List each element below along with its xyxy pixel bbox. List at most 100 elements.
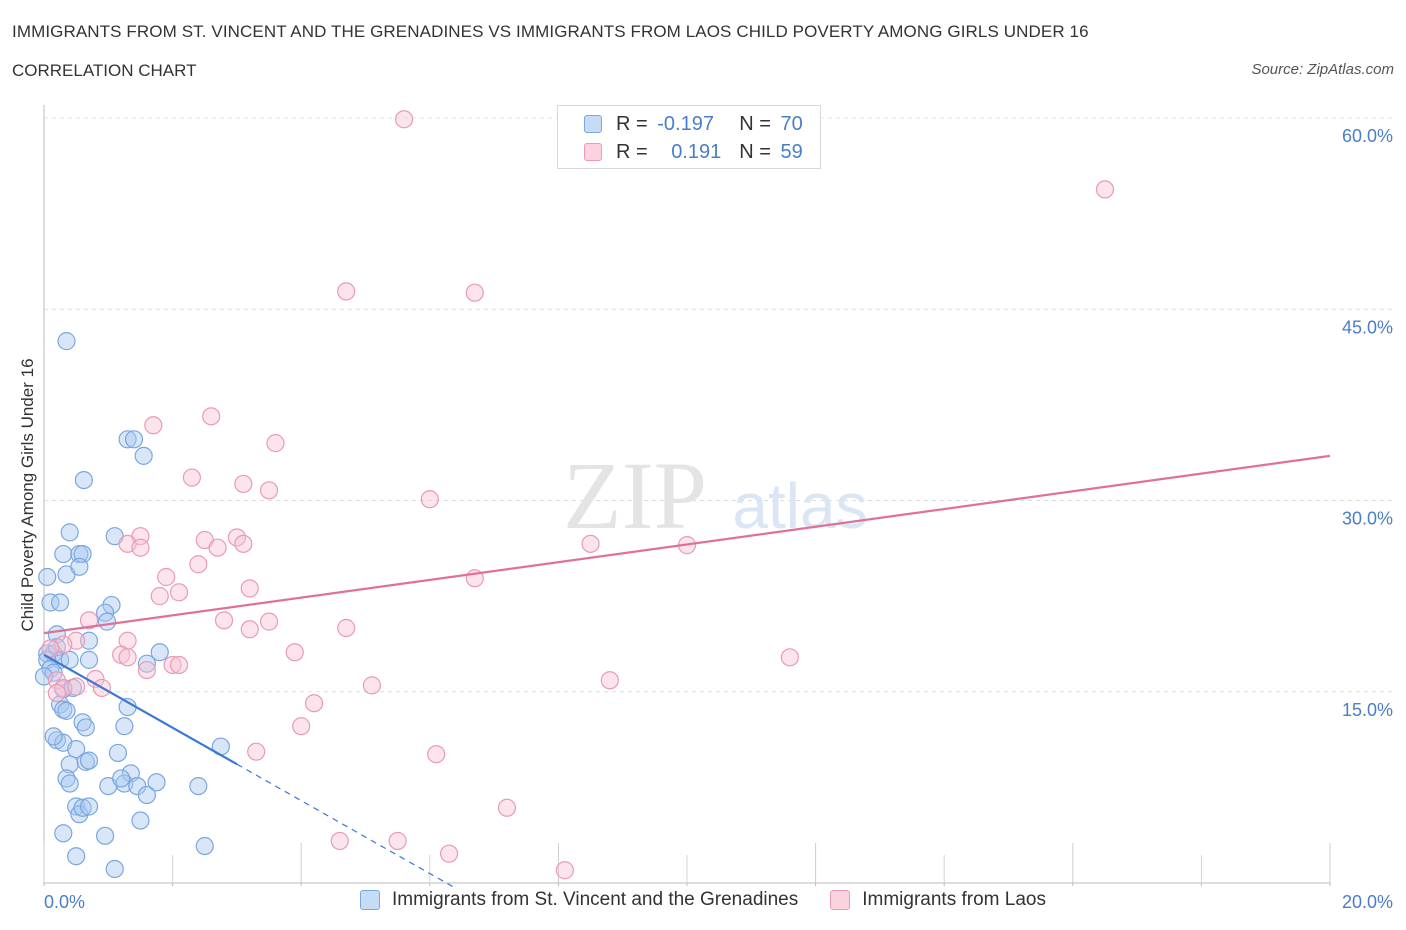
point-laos [79, 611, 99, 630]
stats-legend: R = -0.197 N = 70 R = 0.191 N = 59 [557, 105, 821, 169]
point-laos [285, 643, 304, 662]
point-laos [581, 534, 600, 553]
point-laos [304, 694, 324, 713]
point-st-vincent [44, 727, 63, 746]
point-laos [259, 481, 279, 500]
point-st-vincent [95, 826, 115, 845]
point-laos [394, 110, 414, 129]
watermark-zip: ZIP [563, 442, 707, 549]
stats-legend-row-1: R = -0.197 N = 70 [584, 112, 803, 136]
point-st-vincent [137, 654, 156, 673]
point-st-vincent [67, 740, 86, 759]
point-st-vincent [79, 650, 99, 669]
point-laos [240, 579, 259, 598]
stats-legend-swatch-1 [584, 115, 602, 133]
point-laos [137, 660, 156, 680]
point-laos [208, 538, 227, 557]
point-st-vincent [57, 701, 76, 720]
point-st-vincent [118, 430, 137, 449]
n-label-2: N = [739, 140, 771, 163]
point-laos [189, 555, 208, 574]
point-st-vincent [38, 567, 57, 587]
point-st-vincent [50, 593, 70, 612]
point-laos [439, 844, 459, 863]
point-st-vincent [79, 751, 99, 770]
stats-legend-swatch-2 [584, 143, 602, 161]
point-laos [163, 655, 182, 675]
point-laos [234, 474, 253, 494]
point-laos [150, 587, 169, 606]
point-st-vincent [105, 859, 124, 879]
point-laos [214, 611, 234, 630]
series-legend: Immigrants from St. Vincent and the Gren… [0, 889, 1406, 911]
point-laos [202, 407, 221, 426]
n-value-2: 59 [780, 140, 803, 163]
axes [43, 105, 1331, 886]
y-tick-label: 30.0% [1342, 509, 1393, 529]
point-st-vincent [54, 824, 73, 843]
point-st-vincent [150, 643, 169, 662]
trend-lines [43, 454, 1331, 889]
point-laos [234, 534, 253, 553]
point-laos [388, 831, 407, 851]
r-label-1: R = [616, 112, 648, 135]
data-points [34, 110, 1115, 880]
chart-subtitle: CORRELATION CHART [12, 61, 197, 80]
point-st-vincent [112, 769, 131, 788]
point-laos [555, 861, 574, 880]
trend-line-st-vincent [43, 653, 238, 766]
watermark-atlas: atlas [732, 470, 867, 542]
y-tick-label: 45.0% [1342, 317, 1393, 337]
point-laos [157, 567, 176, 587]
point-st-vincent [54, 544, 73, 564]
point-st-vincent [124, 430, 144, 449]
r-label-2: R = [616, 140, 648, 163]
point-st-vincent [73, 798, 92, 817]
point-laos [266, 434, 285, 453]
point-st-vincent [137, 785, 156, 805]
point-st-vincent [41, 593, 60, 612]
point-st-vincent [79, 631, 99, 650]
point-st-vincent [60, 523, 79, 542]
point-laos [118, 648, 137, 667]
point-laos [337, 282, 356, 301]
legend-item-laos[interactable]: Immigrants from Laos [830, 889, 1046, 911]
point-laos [169, 655, 189, 675]
point-laos [131, 538, 150, 557]
point-st-vincent [79, 797, 99, 816]
x-tick-label-max: 20.0% [1342, 892, 1393, 912]
point-st-vincent [115, 717, 134, 736]
point-st-vincent [108, 743, 128, 763]
legend-item-st-vincent[interactable]: Immigrants from St. Vincent and the Gren… [360, 889, 798, 911]
trend-line-laos [43, 454, 1331, 635]
point-st-vincent [131, 811, 150, 830]
point-laos [600, 671, 619, 690]
point-laos [497, 798, 517, 817]
point-laos [337, 618, 356, 638]
point-st-vincent [60, 774, 79, 793]
n-label-1: N = [739, 112, 771, 135]
point-laos [1095, 180, 1115, 199]
source-label: Source: ZipAtlas.com [1251, 61, 1394, 78]
point-st-vincent [74, 471, 93, 490]
point-st-vincent [189, 776, 208, 796]
trend-line-st-vincent-extension [236, 763, 456, 889]
point-laos [259, 612, 279, 631]
point-laos [182, 468, 201, 487]
point-laos [47, 683, 66, 703]
legend-swatch-laos [830, 890, 851, 910]
point-laos [292, 717, 311, 736]
y-tick-label: 15.0% [1342, 700, 1393, 720]
point-st-vincent [57, 332, 76, 351]
n-value-1: 70 [780, 112, 803, 135]
point-laos [362, 676, 382, 695]
point-st-vincent [67, 847, 86, 866]
point-st-vincent [195, 836, 214, 856]
point-laos [144, 416, 163, 435]
point-st-vincent [57, 769, 76, 788]
r-value-2: 0.191 [671, 140, 722, 163]
point-laos [41, 639, 60, 658]
point-st-vincent [70, 557, 89, 576]
point-laos [465, 283, 484, 302]
